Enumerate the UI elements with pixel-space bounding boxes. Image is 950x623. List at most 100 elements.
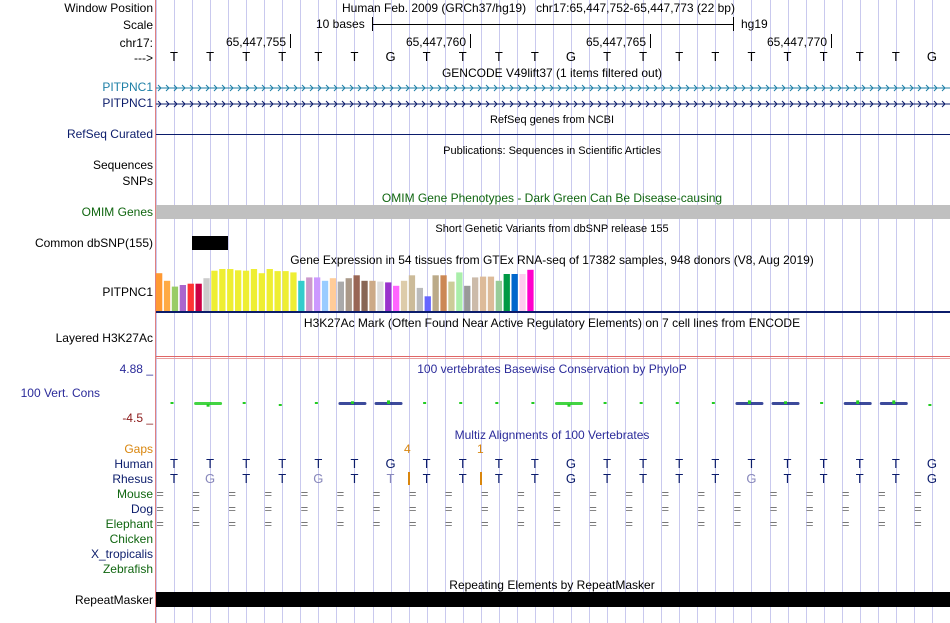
- gtex-tissue-bar[interactable]: [163, 280, 171, 311]
- h3k27ac-track-label[interactable]: Layered H3K27Ac: [55, 331, 153, 345]
- species-zebrafish-label[interactable]: Zebrafish: [102, 562, 153, 576]
- strand-chevron: [381, 84, 386, 92]
- gtex-tissue-bar[interactable]: [195, 283, 202, 311]
- strand-chevron: [829, 84, 834, 92]
- gtex-tissue-bar[interactable]: [400, 280, 408, 311]
- refseq-gene-line[interactable]: [156, 134, 950, 135]
- species-mouse-label[interactable]: Mouse: [116, 487, 153, 501]
- species-xtropicalis-label[interactable]: X_tropicalis: [90, 547, 153, 561]
- gtex-tissue-bar[interactable]: [456, 272, 463, 311]
- repeatmasker-element-bar[interactable]: [156, 592, 950, 607]
- gtex-tissue-bar[interactable]: [424, 296, 431, 311]
- species-elephant-label[interactable]: Elephant: [105, 517, 153, 531]
- gtex-tissue-bar[interactable]: [503, 274, 510, 311]
- gtex-tissue-bar[interactable]: [290, 272, 297, 311]
- gtex-tissue-bar[interactable]: [329, 278, 337, 311]
- ruler-tick-label: 65,447,770: [766, 35, 827, 49]
- repeatmasker-track-label[interactable]: RepeatMasker: [74, 593, 153, 607]
- ruler-tick-mark: [650, 34, 651, 48]
- gtex-tissue-bar[interactable]: [203, 278, 210, 311]
- gtex-tissue-bar[interactable]: [179, 285, 186, 311]
- dog-base: =: [192, 501, 200, 516]
- species-dog-label[interactable]: Dog: [130, 502, 153, 516]
- strand-chevron: [933, 84, 938, 92]
- strand-chevron: [637, 100, 642, 108]
- phylop-track-label[interactable]: 100 Vert. Cons: [20, 386, 100, 400]
- gtex-tissue-bar[interactable]: [314, 277, 321, 311]
- gtex-tissue-bar[interactable]: [306, 277, 313, 311]
- gtex-track-label[interactable]: PITPNC1: [102, 285, 153, 299]
- species-rhesus-label[interactable]: Rhesus: [112, 472, 153, 486]
- gencode-transcript-1-label[interactable]: PITPNC1: [102, 80, 153, 94]
- gtex-tissue-bar[interactable]: [393, 285, 400, 311]
- strand-chevron: [781, 100, 786, 108]
- gtex-tissue-bar[interactable]: [258, 273, 265, 311]
- strand-chevron: [837, 84, 842, 92]
- gtex-tissue-bar[interactable]: [377, 281, 384, 311]
- gtex-tissue-bar[interactable]: [448, 281, 455, 311]
- mouse-base: =: [697, 486, 706, 501]
- elephant-base: =: [697, 516, 706, 531]
- gtex-tissue-bar[interactable]: [211, 270, 218, 311]
- gtex-tissue-bar[interactable]: [511, 274, 518, 311]
- ruler-tick-mark: [470, 34, 471, 48]
- scale-label: Scale: [122, 18, 153, 32]
- strand-chevron: [501, 84, 506, 92]
- strand-chevron: [189, 100, 194, 108]
- gtex-tissue-bar[interactable]: [235, 270, 242, 311]
- gtex-tissue-bar[interactable]: [353, 275, 360, 311]
- refseq-track-label[interactable]: RefSeq Curated: [66, 127, 153, 141]
- gencode-transcript-lines[interactable]: [156, 82, 950, 110]
- gtex-tissue-bar[interactable]: [487, 276, 495, 311]
- gtex-tissue-bar[interactable]: [187, 283, 194, 311]
- strand-chevron: [373, 100, 378, 108]
- gtex-tissue-bar[interactable]: [250, 269, 258, 311]
- species-chicken-label[interactable]: Chicken: [109, 532, 153, 546]
- gtex-tissue-bar[interactable]: [495, 280, 502, 311]
- gtex-tissue-bar[interactable]: [156, 273, 163, 311]
- gtex-tissue-bar[interactable]: [440, 275, 447, 311]
- window-position-label: Window Position: [64, 1, 153, 15]
- species-human-label[interactable]: Human: [114, 457, 153, 471]
- gtex-tissue-bar[interactable]: [519, 274, 526, 311]
- publications-track-label[interactable]: Sequences: [92, 158, 153, 172]
- gtex-tissue-bar[interactable]: [416, 287, 423, 311]
- gtex-tissue-bar[interactable]: [337, 281, 344, 311]
- gtex-tissue-bar[interactable]: [274, 271, 281, 311]
- gtex-tissue-bar[interactable]: [479, 276, 487, 311]
- omim-gene-bar[interactable]: [156, 205, 950, 219]
- gtex-tissue-bar[interactable]: [298, 280, 305, 311]
- gtex-tissue-bar[interactable]: [432, 275, 439, 311]
- gtex-tissue-bar[interactable]: [369, 280, 376, 311]
- snps-track-label[interactable]: SNPs: [122, 174, 153, 188]
- phylop-wiggle[interactable]: [156, 396, 950, 416]
- gtex-tissue-bar[interactable]: [472, 277, 479, 311]
- window-position-value: chr17:65,447,752-65,447,773 (22 bp): [536, 1, 735, 15]
- gtex-tissue-bar[interactable]: [464, 285, 471, 311]
- strand-chevron: [181, 84, 186, 92]
- ruler-base: T: [242, 49, 251, 64]
- gtex-tissue-bar[interactable]: [227, 269, 234, 311]
- dbsnp-variant-box[interactable]: [192, 236, 228, 250]
- gtex-tissue-bar[interactable]: [219, 269, 226, 311]
- dbsnp-track-label[interactable]: Common dbSNP(155): [34, 236, 153, 250]
- gtex-tissue-bar[interactable]: [345, 278, 352, 311]
- gtex-tissue-bar[interactable]: [171, 286, 179, 311]
- omim-track-label[interactable]: OMIM Genes: [81, 205, 153, 219]
- dog-base: =: [481, 501, 489, 516]
- gtex-bar-chart[interactable]: [156, 268, 950, 314]
- strand-chevron: [749, 84, 754, 92]
- gtex-tissue-bar[interactable]: [282, 271, 289, 311]
- gtex-tissue-bar[interactable]: [385, 282, 392, 311]
- gtex-tissue-bar[interactable]: [266, 269, 273, 311]
- gtex-tissue-bar[interactable]: [527, 269, 534, 311]
- strand-chevron: [597, 100, 602, 108]
- strand-chevron: [197, 84, 202, 92]
- gtex-tissue-bar[interactable]: [242, 270, 250, 311]
- gtex-tissue-bar[interactable]: [361, 280, 368, 311]
- mouse-base: =: [878, 486, 886, 501]
- gtex-tissue-bar[interactable]: [321, 280, 329, 311]
- gtex-tissue-bar[interactable]: [408, 275, 416, 311]
- strand-chevron: [525, 100, 530, 108]
- gencode-transcript-2-label[interactable]: PITPNC1: [102, 96, 153, 110]
